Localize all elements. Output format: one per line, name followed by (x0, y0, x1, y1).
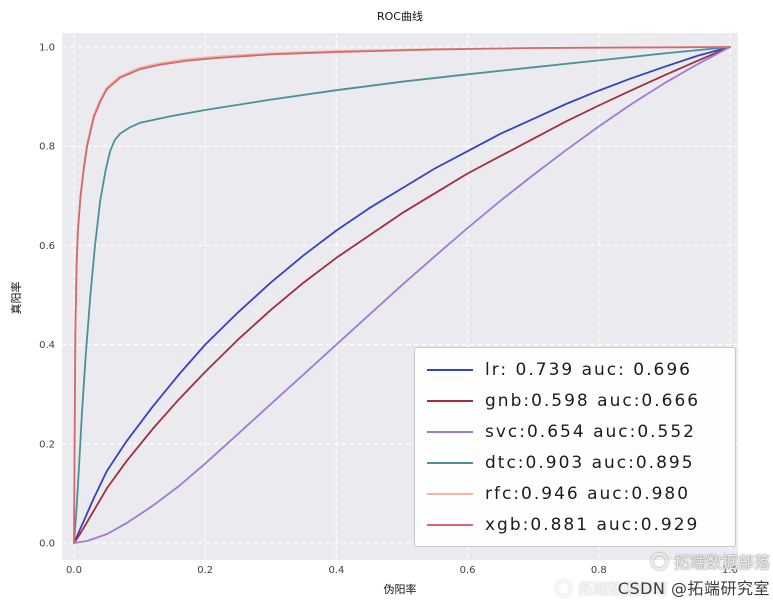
legend-item-dtc: dtc:0.903 auc:0.895 (427, 453, 723, 473)
x-tick-label: 0.6 (460, 565, 476, 576)
watermark-badge-faint: 拓端数据部落 (554, 578, 668, 599)
legend-item-xgb: xgb:0.881 auc:0.929 (427, 515, 723, 535)
roc-curve-dtc (73, 46, 731, 544)
y-axis-label: 真阳率 (10, 281, 23, 315)
roc-curve-svc (73, 46, 731, 544)
legend-label-lr: lr: 0.739 auc: 0.696 (485, 359, 692, 380)
watermark-badge-text: 拓端数据部落 (673, 553, 770, 572)
legend-item-svc: svc:0.654 auc:0.552 (427, 422, 723, 442)
legend-label-xgb: xgb:0.881 auc:0.929 (485, 514, 700, 535)
legend: lr: 0.739 auc: 0.696 gnb:0.598 auc:0.666 s… (414, 347, 736, 547)
legend-swatch-svc (427, 430, 473, 433)
y-tick-label: 0.2 (39, 439, 55, 450)
legend-item-gnb: gnb:0.598 auc:0.666 (427, 391, 723, 411)
legend-item-lr: lr: 0.739 auc: 0.696 (427, 360, 723, 380)
x-tick-label: 0.8 (591, 565, 607, 576)
y-tick-label: 0.8 (39, 142, 55, 153)
x-tick-label: 0.2 (197, 565, 213, 576)
x-tick-label: 1.0 (722, 565, 738, 576)
watermark-badge: 拓端数据部落 (650, 549, 770, 573)
csdn-watermark: CSDN @拓端研究室 (617, 579, 770, 598)
roc-curve-xgb (73, 46, 731, 544)
roc-curve-lr (73, 46, 731, 544)
watermark-logo-icon (554, 580, 572, 597)
legend-swatch-dtc (427, 461, 473, 464)
y-tick-label: 1.0 (39, 43, 55, 54)
watermark-logo-icon (650, 552, 668, 570)
legend-label-svc: svc:0.654 auc:0.552 (485, 421, 696, 442)
legend-swatch-rfc (427, 492, 473, 495)
chart-title: ROC曲线 (377, 10, 423, 23)
y-tick-label: 0.0 (39, 539, 55, 550)
legend-swatch-xgb (427, 523, 473, 526)
y-tick-label: 0.4 (39, 340, 55, 351)
legend-label-dtc: dtc:0.903 auc:0.895 (485, 452, 695, 473)
legend-label-rfc: rfc:0.946 auc:0.980 (485, 483, 691, 504)
roc-curve-gnb (73, 46, 731, 544)
legend-item-rfc: rfc:0.946 auc:0.980 (427, 484, 723, 504)
x-tick-label: 0.0 (66, 565, 82, 576)
x-axis-label: 伪阳率 (383, 583, 417, 596)
legend-swatch-lr (427, 368, 473, 371)
x-tick-label: 0.4 (328, 565, 344, 576)
legend-swatch-gnb (427, 399, 473, 402)
watermark-badge-text: 拓端数据部落 (577, 580, 668, 598)
y-tick-label: 0.6 (39, 241, 55, 252)
legend-label-gnb: gnb:0.598 auc:0.666 (485, 390, 701, 411)
